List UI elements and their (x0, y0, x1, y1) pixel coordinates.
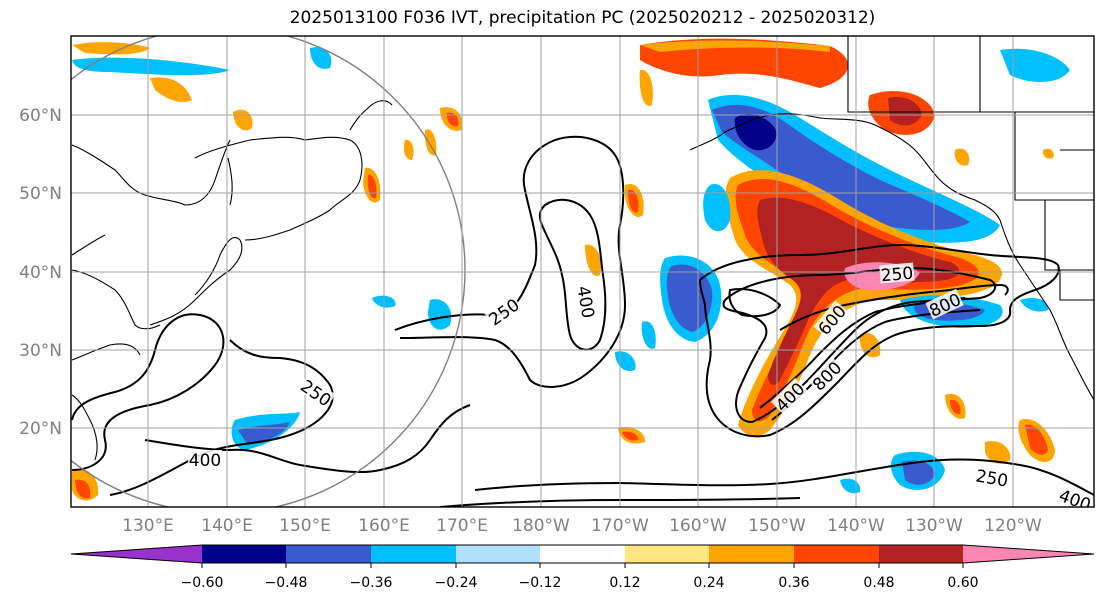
colorbar-segment (879, 545, 963, 563)
colorbar-tick-label: 0.36 (778, 575, 809, 591)
colorbar-tick-label: 0.24 (693, 575, 724, 591)
longitude-label: 130°E (122, 516, 174, 536)
colorbar-segment (286, 545, 371, 563)
latitude-label: 60°N (19, 106, 62, 126)
contour-label-bg (1056, 484, 1094, 507)
colorbar-segment (794, 545, 879, 563)
contour-label-bg (188, 450, 222, 468)
longitude-label: 150°E (279, 516, 331, 536)
colorbar-tick-label: −0.24 (435, 575, 478, 591)
colorbar-tick-label: −0.60 (181, 575, 224, 591)
colorbar-segment (202, 545, 286, 563)
contour-label-bg (925, 288, 964, 320)
map-frame (70, 35, 1095, 508)
longitude-label: 130°W (905, 516, 963, 536)
range-circle (71, 36, 466, 507)
longitude-label: 150°W (748, 516, 806, 536)
map-title: 2025013100 F036 IVT, precipitation PC (2… (289, 8, 876, 28)
contour-label-text: 250 (880, 264, 914, 287)
contour-label: 250 (879, 262, 915, 287)
graticule (71, 36, 1094, 507)
contour-label-bg (879, 262, 915, 284)
longitude-label: 160°E (358, 516, 410, 536)
longitude-label: 140°E (201, 516, 253, 536)
contour-label-bg (813, 300, 850, 339)
contour-label-bg (807, 356, 845, 394)
latitude-label: 30°N (19, 341, 62, 361)
contour-label-bg (484, 294, 523, 329)
contour-label-text: 400 (189, 451, 221, 471)
colorbar-tick-label: −0.48 (265, 575, 308, 591)
colorbar-segment (540, 545, 625, 563)
contour-label: 400 (188, 450, 222, 471)
latitude-label: 40°N (19, 263, 62, 283)
colorbar-tick-label: 0.60 (947, 575, 978, 591)
contour-label-bg (575, 283, 599, 321)
latitude-labels: 60°N 50°N 40°N 30°N 20°N (19, 106, 62, 439)
colorbar-segment (371, 545, 456, 563)
longitude-label: 170°E (436, 516, 488, 536)
colorbar-tick-label: −0.36 (350, 575, 393, 591)
contour-label-bg (297, 375, 336, 410)
latitude-label: 50°N (19, 184, 62, 204)
latitude-label: 20°N (19, 419, 62, 439)
contour-label-bg (770, 377, 808, 415)
colorbar-tick-label: 0.12 (609, 575, 640, 591)
colorbar-tick-label: 0.48 (863, 575, 894, 591)
colorbar-segment (456, 545, 540, 563)
longitude-label: 180°W (512, 516, 570, 536)
longitude-label: 170°W (591, 516, 649, 536)
contour-label-bg (973, 465, 1011, 489)
colorbar-segment (709, 545, 794, 563)
coastlines (71, 36, 1094, 461)
colorbar-segment (625, 545, 709, 563)
longitude-label: 140°W (827, 516, 885, 536)
colorbar-segment (71, 545, 202, 563)
longitude-labels: 130°E 140°E 150°E 160°E 170°E 180°W 170°W 160°W… (122, 516, 1042, 536)
colorbar: −0.60 −0.48 −0.36 −0.24 −0.12 0.12 0.24 0.36 0.4… (70, 544, 1095, 591)
longitude-label: 160°W (669, 516, 727, 536)
colorbar-segment (963, 545, 1094, 563)
longitude-label: 120°W (984, 516, 1042, 536)
colorbar-tick-label: −0.12 (519, 575, 562, 591)
